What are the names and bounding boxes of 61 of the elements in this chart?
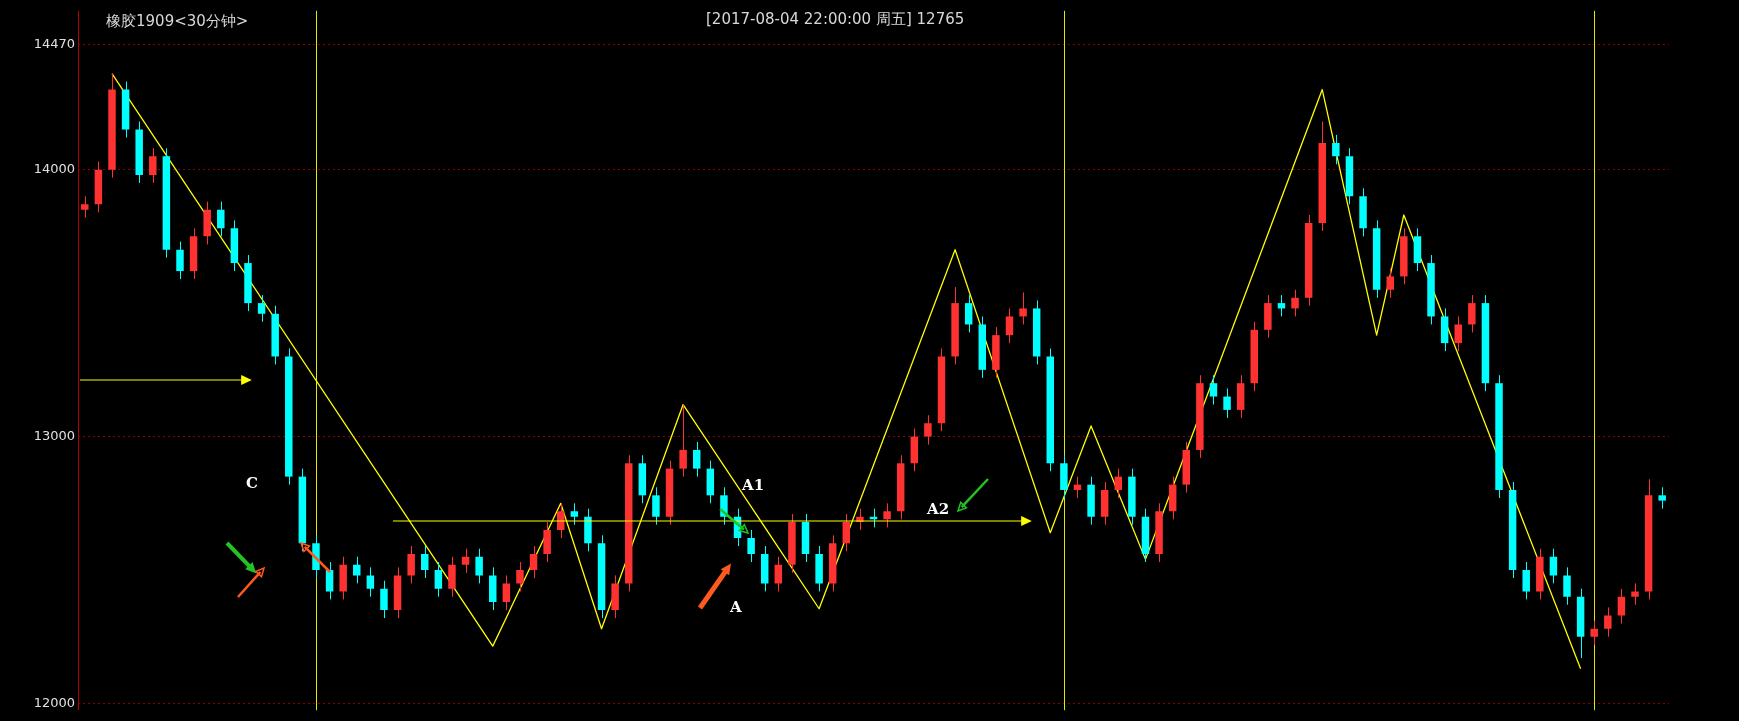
candlestick [1658,486,1666,510]
annotation: A [730,598,742,616]
candlestick [883,502,891,528]
candlestick [285,347,293,486]
candlestick [788,513,796,574]
y-tick-label: 14000 [33,161,75,177]
chart-title: 橡胶1909<30分钟> [106,12,249,31]
candlestick [1631,582,1639,606]
candlestick [108,73,116,179]
candlestick [516,561,524,592]
candlestick [543,521,551,563]
candlestick [149,147,157,184]
candlestick [1604,606,1612,638]
candlestick [217,201,225,237]
candlestick [747,529,755,563]
candlestick [1332,134,1340,165]
candlestick [679,404,687,478]
candlestick [992,326,1000,379]
candlestick [203,201,211,245]
candlestick [1427,254,1435,325]
candlestick [1196,374,1204,459]
annotation: C [246,474,258,492]
candlestick [271,305,279,365]
candlestick [1019,291,1027,325]
candlestick [1264,294,1272,339]
candlestick [1060,454,1068,499]
candlestick [1223,388,1231,419]
candlestick [1087,476,1095,526]
candlestick [1495,374,1503,499]
candlestick [176,241,184,280]
candlestick [1590,620,1598,646]
candlestick [1522,561,1530,600]
candlestick [1400,227,1408,285]
candlestick [815,545,823,592]
candlestick [135,121,143,184]
candlestick [611,574,619,619]
y-tick-label: 13000 [33,427,75,443]
candlestick [380,580,388,619]
candlestick [1454,315,1462,352]
candlestick [924,414,932,446]
y-tick-label: 12000 [33,694,75,710]
candlestick [1468,294,1476,333]
candlestick [652,486,660,526]
candlestick [244,254,252,312]
candlestick [570,502,579,526]
candlestick [1155,502,1163,563]
candlestick [951,286,959,365]
candlestick [1536,548,1544,600]
candlestick [1563,566,1571,606]
candlestick [448,556,456,598]
annotation: A1 [742,476,765,494]
candlestick [339,556,347,600]
candlestick [475,548,483,584]
y-tick-label: 14470 [33,35,75,51]
annotation: A2 [927,500,950,518]
candlestick [81,195,89,219]
candlestick [1128,468,1136,526]
chart-subtitle: [2017-08-04 22:00:00 周五] 12765 [706,10,965,29]
candlestick [1386,267,1394,299]
candlestick [407,545,415,584]
candlestick [1359,187,1367,237]
